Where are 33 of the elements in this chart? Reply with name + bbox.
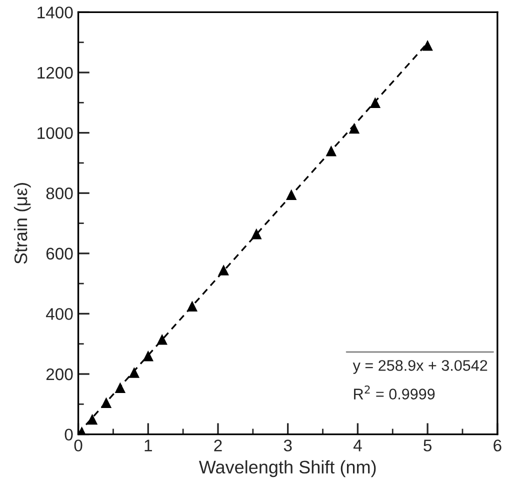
y-tick-label: 1000 (38, 127, 73, 140)
point (86, 414, 98, 425)
x-tick-label: 2 (214, 440, 222, 452)
point (114, 382, 126, 393)
point (326, 146, 337, 156)
annotation: y = 258.9x + 3.0542 (352, 360, 488, 374)
y-tick-label: 800 (46, 188, 73, 200)
x-tick-label: 0 (74, 440, 82, 452)
point (142, 350, 154, 362)
y-tick-label: 1400 (38, 6, 73, 18)
point (251, 228, 262, 240)
point (156, 334, 168, 345)
annotation: R$^{2}$ = 0.9999 (354, 386, 435, 400)
point (422, 40, 433, 51)
y-axis-title: Strain (με) (14, 183, 31, 264)
point (370, 97, 381, 108)
point (286, 189, 297, 200)
x-axis-title: Wavelength Shift (nm) (198, 460, 376, 478)
y-tick-label: 0 (64, 428, 73, 441)
x-tick-label: 4 (353, 440, 362, 452)
point (100, 397, 112, 408)
y-tick-label: 400 (46, 308, 73, 320)
y-tick-label: 1200 (38, 66, 73, 79)
point (128, 367, 140, 378)
x-tick-label: 5 (424, 440, 432, 452)
point (218, 264, 229, 276)
y-tick-label: 200 (46, 368, 73, 380)
x-tick-label: 3 (284, 440, 292, 452)
x-tick-label: 6 (494, 440, 502, 452)
y-tick-label: 600 (46, 248, 73, 260)
point (186, 300, 198, 312)
x-tick-label: 1 (144, 440, 152, 452)
point (348, 122, 360, 134)
